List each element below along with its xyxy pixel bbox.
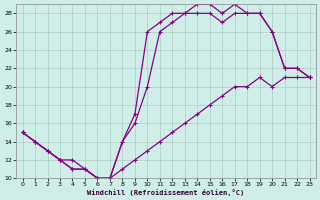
X-axis label: Windchill (Refroidissement éolien,°C): Windchill (Refroidissement éolien,°C) xyxy=(87,189,245,196)
